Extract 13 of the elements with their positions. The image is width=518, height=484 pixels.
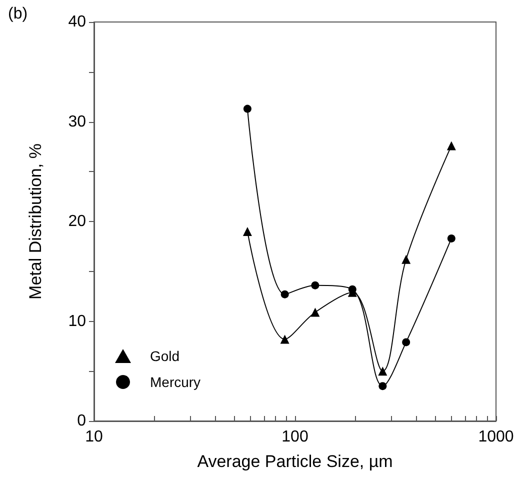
legend-label: Mercury bbox=[150, 374, 201, 390]
x-tick-label: 100 bbox=[282, 428, 308, 446]
text: (b) bbox=[8, 6, 28, 22]
y-tick-label: 0 bbox=[77, 412, 86, 430]
y-tick-label: 20 bbox=[68, 213, 86, 230]
y-tick-label: 40 bbox=[68, 14, 86, 30]
x-axis-title: Average Particle Size, µm bbox=[197, 452, 393, 471]
legend-label: Gold bbox=[150, 348, 180, 364]
x-tick-label: 1000 bbox=[478, 428, 514, 446]
y-axis-title: Metal Distribution, % bbox=[26, 144, 45, 300]
y-tick-label: 30 bbox=[68, 113, 86, 130]
y-tick-label: 10 bbox=[68, 312, 86, 330]
x-tick-label: 10 bbox=[85, 428, 103, 446]
